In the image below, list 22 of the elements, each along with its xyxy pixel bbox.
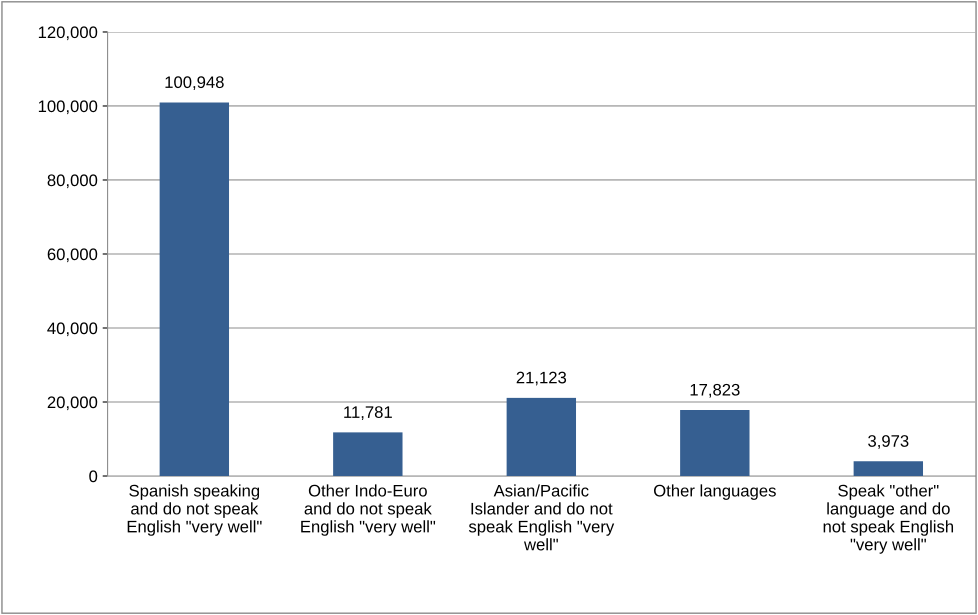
data-label: 17,823 [690, 384, 740, 398]
y-tick-label: 40,000 [47, 322, 98, 336]
data-label: 3,973 [868, 435, 908, 449]
y-tick-label: 0 [89, 470, 98, 482]
bar [506, 398, 576, 476]
y-tick-label: 20,000 [48, 396, 98, 410]
y-tick-label: 80,000 [48, 174, 98, 188]
y-tick-label: 120,000 [38, 26, 98, 40]
data-label: 21,123 [516, 372, 566, 386]
y-tick-label: 60,000 [48, 248, 98, 262]
bar [160, 102, 230, 476]
bar [333, 432, 403, 476]
bar [854, 461, 924, 476]
y-tick-label: 100,000 [38, 100, 98, 114]
data-label: 100,948 [165, 76, 224, 90]
x-tick-label: Spanish speaking and do not speak English "very well" [128, 484, 262, 536]
x-tick-label: Asian/Pacific Islander and do not speak English "very well" [468, 484, 614, 550]
bar [680, 410, 750, 476]
x-tick-label: Other Indo-Euro and do not speak English "very well" [301, 484, 436, 536]
x-tick-label: Speak "other" language and do not speak English "very well" [824, 484, 954, 554]
data-label: 11,781 [344, 406, 392, 420]
x-tick-label: Other languages [654, 484, 776, 500]
